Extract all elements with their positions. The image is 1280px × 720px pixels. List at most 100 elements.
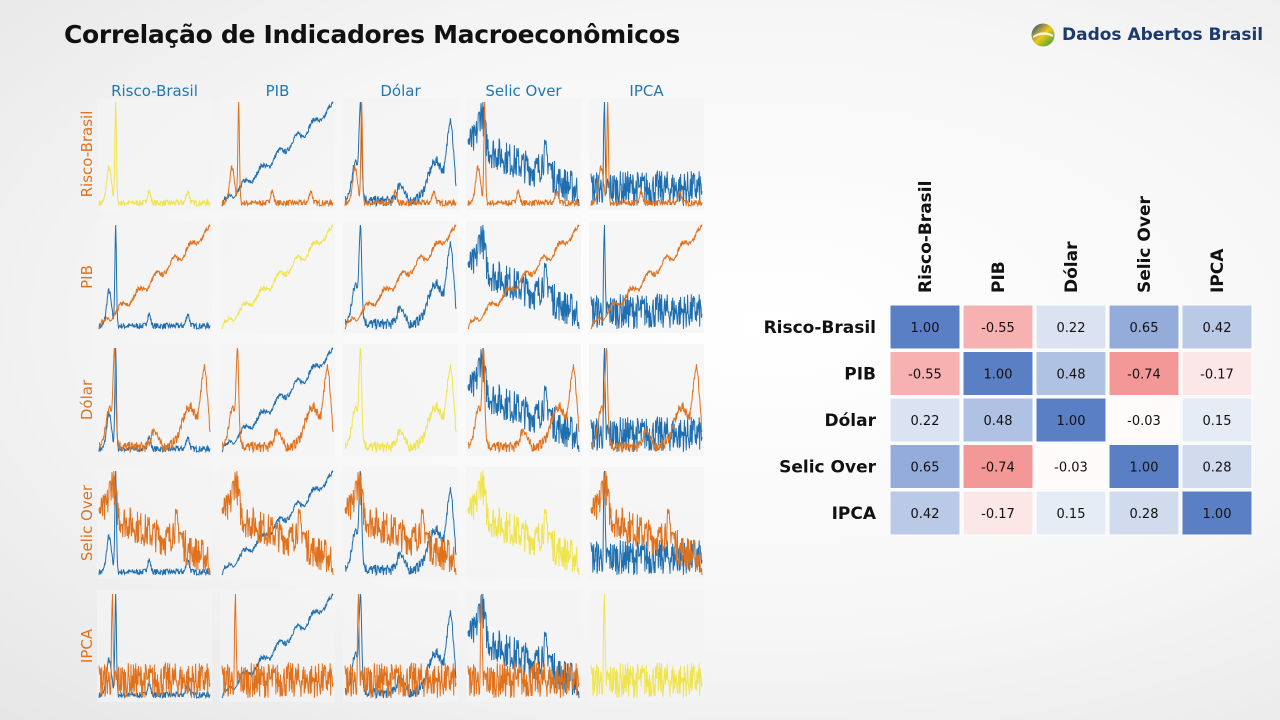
heatmap-cell [962,397,1034,443]
heatmap-col-label-selic-over: Selic Over [1135,196,1155,293]
pair-col-label-selic-over: Selic Over [485,82,562,100]
line-pib [98,224,211,330]
heatmap-cell [1108,444,1180,489]
diagonal-line-ipca [590,593,703,699]
heatmap-cell [1035,304,1107,350]
heatmap-cell [1181,444,1253,489]
heatmap-cell [962,304,1034,350]
heatmap-cell [1181,397,1253,443]
line-ipca [98,593,211,699]
pair-cell-risco-brasil-ipca [589,98,704,210]
line-selic-over [467,224,580,330]
line-ipca [221,593,334,699]
heatmap-col-label-pib: PIB [989,261,1009,293]
line-pib [344,224,457,330]
heatmap-cell [1108,490,1180,536]
pair-cell-risco-brasil-risco-brasil [97,98,212,210]
line-risco-brasil [467,101,580,208]
heatmap-cell-value: 0.15 [1057,507,1086,522]
line-selic-over [467,347,580,453]
heatmap-row-label-ipca: IPCA [832,504,877,524]
heatmap-cell-value: 0.28 [1203,461,1232,476]
heatmap-cell [1181,351,1253,396]
heatmap-cell [1035,444,1107,489]
pair-row-label-selic-over: Selic Over [78,484,96,561]
line-selic-over [467,593,580,699]
line-risco-brasil [98,224,211,331]
pair-cell-selic-over-risco-brasil [97,467,212,579]
line-risco-brasil [590,101,703,208]
heatmap-col-label-dolar: Dólar [1062,241,1082,293]
pair-cell-dolar-ipca [589,344,704,456]
brazil-flag-logo-icon [1031,23,1055,47]
pair-cell-pib-selic-over [466,221,581,333]
diagonal-line-pib [221,224,334,330]
heatmap-cell-value: 0.65 [911,461,940,476]
pair-cell-ipca-risco-brasil [97,590,212,702]
heatmap-cell-value: -0.74 [1127,368,1161,383]
line-risco-brasil [221,101,334,208]
heatmap-cell [1181,490,1253,536]
diagonal-line-dolar [344,347,457,454]
line-selic-over [98,470,211,576]
line-selic-over [344,470,457,576]
pair-cell-ipca-selic-over [466,590,581,702]
line-selic-over [221,470,334,576]
heatmap-cell-value: -0.74 [981,461,1015,476]
heatmap-cell-value: -0.17 [1200,368,1234,383]
heatmap-cell-value: -0.55 [981,321,1015,336]
diagonal-line-risco-brasil [98,101,211,208]
pair-cell-pib-dolar [343,221,458,333]
heatmap-cell [1035,397,1107,443]
brand-name: Dados Abertos Brasil [1062,25,1264,45]
diagonal-line-selic-over [467,470,580,576]
line-dolar [467,347,580,454]
heatmap-row-label-risco-brasil: Risco-Brasil [764,318,876,338]
pair-cell-dolar-dolar [343,344,458,456]
pair-cell-dolar-risco-brasil [97,344,212,456]
line-ipca [590,470,703,576]
heatmap-cell-value: 1.00 [984,368,1013,383]
heatmap-cell [1181,304,1253,350]
line-dolar [221,347,334,454]
heatmap-col-label-risco-brasil: Risco-Brasil [916,181,936,293]
pair-row-label-risco-brasil: Risco-Brasil [78,111,96,198]
heatmap-cell-value: -0.55 [908,368,942,383]
heatmap-cell [889,397,961,443]
pair-cell-background [343,344,458,456]
brand: Dados Abertos Brasil [1031,23,1263,47]
line-ipca [467,593,580,699]
pair-cell-risco-brasil-selic-over [466,98,581,210]
heatmap-cell [962,351,1034,396]
heatmap-cell [1108,304,1180,350]
heatmap-cell-value: 1.00 [1130,461,1159,476]
heatmap-cell [962,444,1034,489]
correlation-heatmap: Risco-Brasil PIB Dólar Selic Over IPCA Risco-… [764,181,1253,536]
heatmap-cell-value: 0.48 [984,414,1013,429]
pair-col-label-pib: PIB [266,82,290,100]
pair-cell-selic-over-dolar [343,467,458,579]
heatmap-cell [889,444,961,489]
line-ipca [590,347,703,453]
heatmap-cell-value: 0.22 [1057,321,1086,336]
pair-col-label-ipca: IPCA [629,82,664,100]
pair-row-label-pib: PIB [78,265,96,289]
line-dolar [98,347,211,454]
line-selic-over [590,470,703,576]
line-pib [221,470,334,576]
heatmap-cell-value: 0.15 [1203,414,1232,429]
heatmap-cell-value: 0.65 [1130,321,1159,336]
pair-cell-pib-risco-brasil [97,221,212,333]
pair-cell-pib-pib [220,221,335,333]
line-selic-over [467,101,580,207]
heatmap-row-label-pib: PIB [844,365,876,385]
pair-cell-risco-brasil-pib [220,98,335,210]
heatmap-cell [889,351,961,396]
heatmap-cell-value: 1.00 [1057,414,1086,429]
pair-cell-background [220,221,335,333]
heatmap-cell-value: 0.42 [911,507,940,522]
heatmap-cell [1035,351,1107,396]
heatmap-row-label-dolar: Dólar [825,411,877,431]
pair-col-label-dolar: Dólar [380,82,421,100]
line-pib [590,224,703,330]
